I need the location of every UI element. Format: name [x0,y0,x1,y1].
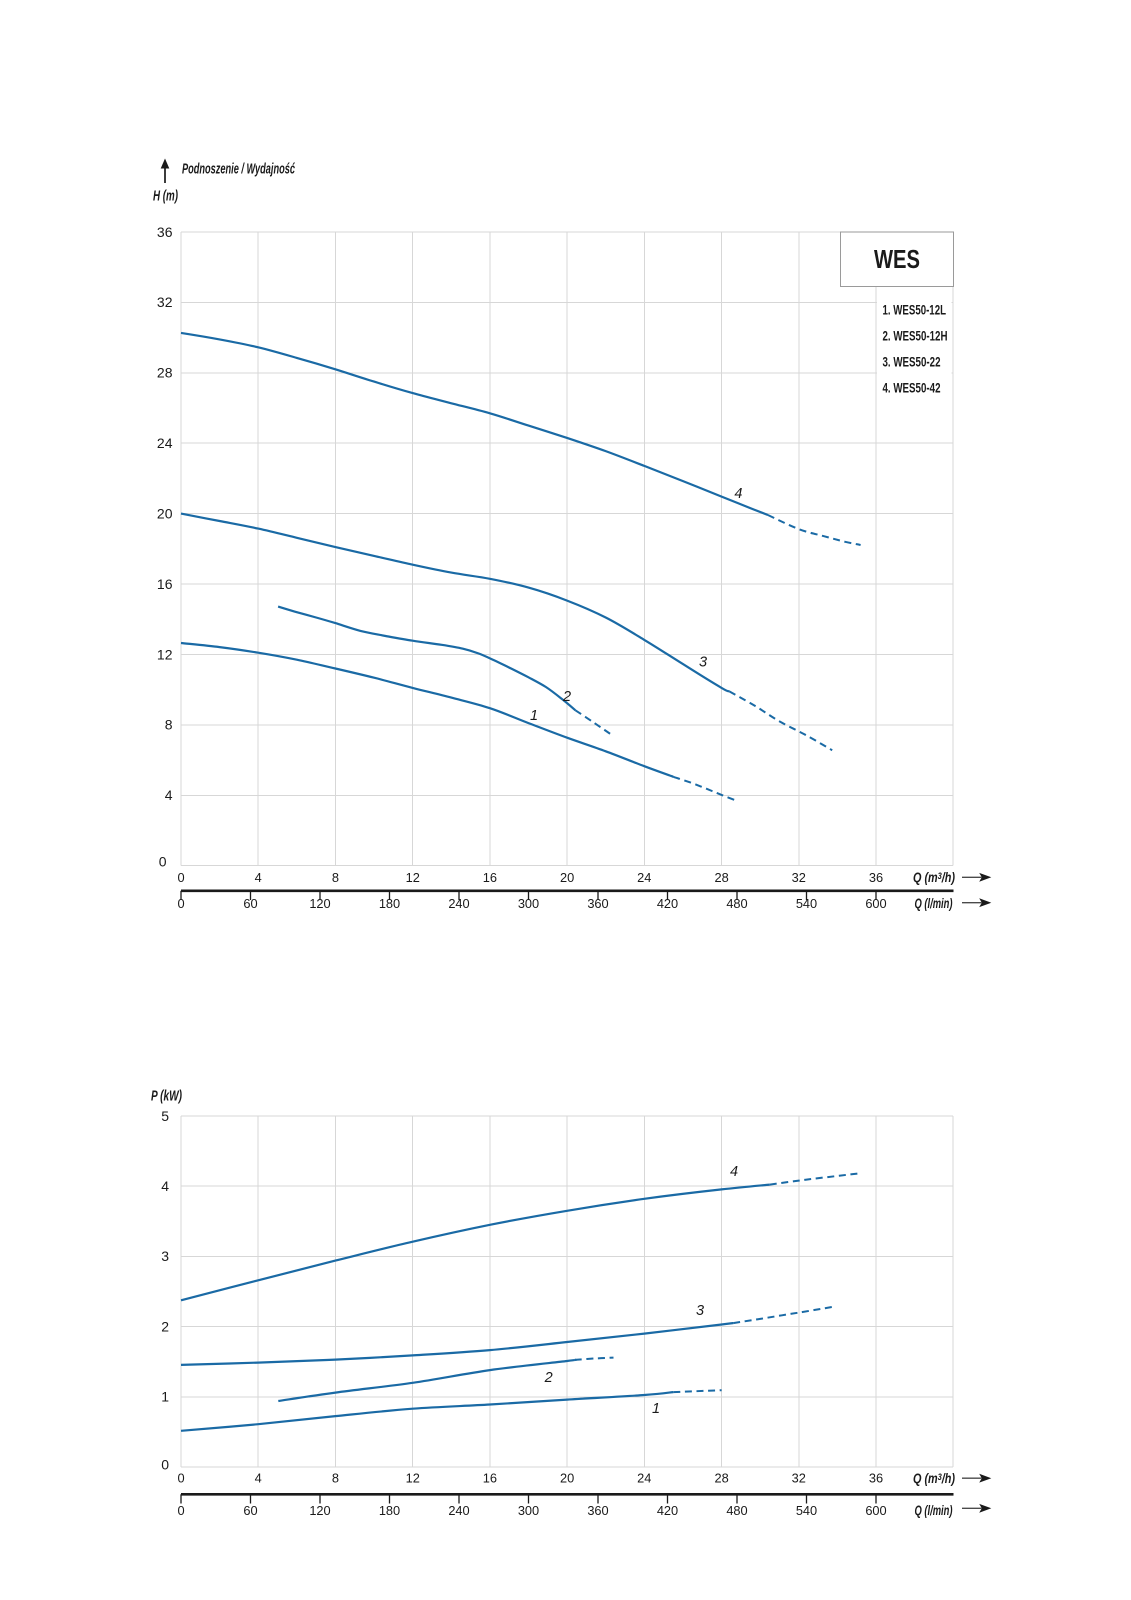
svg-text:2: 2 [161,1318,169,1334]
svg-text:0: 0 [177,1503,184,1518]
svg-text:32: 32 [792,1471,806,1486]
svg-text:20: 20 [157,505,173,521]
svg-text:3: 3 [161,1248,169,1264]
svg-text:Q (l/min): Q (l/min) [915,896,953,911]
svg-text:480: 480 [726,1503,747,1518]
svg-text:12: 12 [406,1471,420,1486]
svg-text:60: 60 [243,1503,257,1518]
svg-text:24: 24 [637,1471,651,1486]
svg-text:WES: WES [874,246,920,274]
svg-text:0: 0 [161,1456,169,1472]
svg-text:300: 300 [518,1503,539,1518]
svg-text:1. WES50-12L: 1. WES50-12L [883,301,947,317]
svg-text:Q (m3/h): Q (m3/h) [913,1471,955,1486]
svg-text:180: 180 [379,896,400,911]
svg-text:28: 28 [157,365,173,381]
svg-text:8: 8 [332,1471,339,1486]
svg-text:180: 180 [379,1503,400,1518]
svg-text:360: 360 [587,1503,608,1518]
svg-text:0: 0 [177,896,184,911]
svg-text:16: 16 [483,870,497,885]
svg-text:36: 36 [869,1471,883,1486]
svg-text:3. WES50-22: 3. WES50-22 [883,354,941,370]
svg-text:120: 120 [309,1503,330,1518]
svg-text:P (kW): P (kW) [151,1089,182,1105]
svg-text:4: 4 [255,1471,262,1486]
svg-text:16: 16 [483,1471,497,1486]
svg-text:20: 20 [560,870,574,885]
svg-text:3: 3 [699,655,707,671]
svg-text:8: 8 [165,717,173,733]
svg-text:300: 300 [518,896,539,911]
svg-text:540: 540 [796,1503,817,1518]
svg-text:24: 24 [637,870,651,885]
svg-text:28: 28 [714,1471,728,1486]
svg-text:600: 600 [865,1503,886,1518]
svg-text:0: 0 [177,1471,184,1486]
svg-text:0: 0 [177,870,184,885]
svg-text:480: 480 [726,896,747,911]
svg-text:12: 12 [406,870,420,885]
svg-text:120: 120 [309,896,330,911]
svg-text:8: 8 [332,870,339,885]
svg-text:4: 4 [730,1164,738,1180]
svg-text:Q (l/min): Q (l/min) [915,1503,953,1518]
svg-text:5: 5 [161,1108,169,1124]
svg-text:600: 600 [865,896,886,911]
svg-text:420: 420 [657,896,678,911]
svg-text:4: 4 [161,1178,169,1194]
svg-text:240: 240 [448,896,469,911]
svg-text:24: 24 [157,435,173,451]
svg-text:32: 32 [157,294,173,310]
svg-text:12: 12 [157,646,173,662]
svg-text:36: 36 [157,224,173,240]
svg-text:4: 4 [734,486,742,502]
svg-text:20: 20 [560,1471,574,1486]
svg-text:2. WES50-12H: 2. WES50-12H [883,328,948,344]
svg-text:540: 540 [796,896,817,911]
svg-text:4. WES50-42: 4. WES50-42 [883,380,941,396]
svg-text:3: 3 [696,1303,704,1319]
svg-text:H (m): H (m) [153,188,178,205]
svg-text:360: 360 [587,896,608,911]
svg-text:4: 4 [255,870,262,885]
svg-text:Q (m3/h): Q (m3/h) [913,870,955,885]
svg-text:32: 32 [792,870,806,885]
svg-text:2: 2 [562,689,571,705]
svg-text:36: 36 [869,870,883,885]
svg-text:1: 1 [530,708,538,724]
svg-text:1: 1 [161,1389,169,1405]
svg-text:28: 28 [714,870,728,885]
svg-text:0: 0 [159,853,167,869]
svg-text:240: 240 [448,1503,469,1518]
svg-text:2: 2 [544,1370,553,1386]
svg-text:60: 60 [243,896,257,911]
svg-text:Podnoszenie / Wydajność: Podnoszenie / Wydajność [182,161,295,178]
svg-text:420: 420 [657,1503,678,1518]
svg-text:4: 4 [165,787,173,803]
svg-text:1: 1 [652,1401,660,1417]
svg-text:16: 16 [157,576,173,592]
